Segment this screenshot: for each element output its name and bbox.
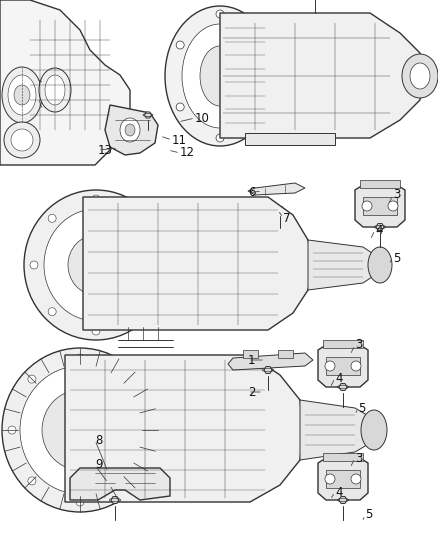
Ellipse shape: [92, 327, 100, 335]
Polygon shape: [339, 497, 347, 504]
Polygon shape: [70, 468, 170, 500]
Ellipse shape: [402, 54, 438, 98]
Ellipse shape: [351, 361, 361, 371]
Ellipse shape: [216, 10, 224, 18]
Text: 4: 4: [375, 223, 382, 237]
Polygon shape: [105, 105, 158, 155]
Polygon shape: [65, 355, 303, 502]
Ellipse shape: [144, 426, 152, 434]
Polygon shape: [276, 206, 284, 213]
Ellipse shape: [165, 6, 275, 146]
Ellipse shape: [136, 214, 144, 222]
Text: 2: 2: [248, 385, 255, 399]
Polygon shape: [339, 384, 347, 391]
Ellipse shape: [8, 75, 36, 115]
Polygon shape: [308, 240, 378, 290]
Polygon shape: [318, 345, 368, 387]
Bar: [360, 180, 400, 188]
Ellipse shape: [154, 261, 162, 269]
Ellipse shape: [4, 122, 40, 158]
Ellipse shape: [48, 214, 56, 222]
Polygon shape: [111, 497, 119, 504]
Polygon shape: [220, 13, 425, 138]
Polygon shape: [83, 197, 313, 330]
Bar: [245, 133, 335, 145]
Polygon shape: [318, 458, 368, 500]
Polygon shape: [300, 400, 372, 460]
Polygon shape: [355, 185, 405, 227]
Text: 5: 5: [365, 508, 372, 521]
Text: 8: 8: [95, 433, 102, 447]
Text: 4: 4: [335, 486, 343, 498]
Ellipse shape: [256, 41, 264, 49]
Ellipse shape: [325, 474, 335, 484]
Ellipse shape: [125, 124, 135, 136]
Bar: [323, 340, 363, 348]
Text: 7: 7: [283, 212, 290, 224]
Ellipse shape: [176, 41, 184, 49]
Ellipse shape: [361, 410, 387, 450]
Text: 10: 10: [195, 111, 210, 125]
Polygon shape: [228, 353, 313, 370]
Polygon shape: [264, 367, 272, 374]
Ellipse shape: [68, 235, 124, 295]
Polygon shape: [145, 112, 152, 118]
Ellipse shape: [362, 201, 372, 211]
Ellipse shape: [39, 68, 71, 112]
Ellipse shape: [45, 75, 65, 105]
Ellipse shape: [48, 308, 56, 316]
Bar: [326, 470, 360, 488]
Ellipse shape: [256, 103, 264, 111]
Ellipse shape: [92, 195, 100, 203]
Text: 1: 1: [248, 353, 255, 367]
Ellipse shape: [216, 134, 224, 142]
Ellipse shape: [30, 261, 38, 269]
Ellipse shape: [11, 129, 33, 151]
Ellipse shape: [124, 477, 132, 485]
Ellipse shape: [76, 498, 84, 506]
Ellipse shape: [8, 426, 16, 434]
Text: 3: 3: [355, 451, 362, 464]
Text: 6: 6: [248, 187, 255, 199]
Bar: [278, 350, 293, 358]
Ellipse shape: [44, 209, 148, 321]
Ellipse shape: [76, 354, 84, 362]
Bar: [363, 197, 397, 215]
Ellipse shape: [120, 118, 140, 142]
Polygon shape: [0, 0, 130, 165]
Bar: [323, 453, 363, 461]
Bar: [243, 350, 258, 358]
Ellipse shape: [325, 361, 335, 371]
Ellipse shape: [24, 190, 168, 340]
Polygon shape: [376, 223, 384, 230]
Text: 9: 9: [95, 458, 102, 472]
Ellipse shape: [410, 63, 430, 89]
Ellipse shape: [388, 201, 398, 211]
Ellipse shape: [28, 477, 36, 485]
Text: 5: 5: [393, 252, 400, 264]
Text: 5: 5: [358, 401, 365, 415]
Ellipse shape: [182, 24, 258, 128]
Text: 11: 11: [172, 133, 187, 147]
Text: 13: 13: [98, 143, 113, 157]
Ellipse shape: [2, 67, 42, 123]
Ellipse shape: [14, 85, 30, 105]
Polygon shape: [248, 183, 305, 195]
Text: 4: 4: [335, 372, 343, 384]
Ellipse shape: [20, 366, 140, 494]
Ellipse shape: [176, 103, 184, 111]
Ellipse shape: [368, 247, 392, 283]
Ellipse shape: [42, 390, 118, 470]
Text: 3: 3: [355, 338, 362, 351]
Ellipse shape: [200, 46, 240, 106]
Ellipse shape: [2, 348, 158, 512]
Ellipse shape: [124, 375, 132, 383]
Ellipse shape: [351, 474, 361, 484]
Text: 3: 3: [393, 189, 400, 201]
Text: 12: 12: [180, 147, 195, 159]
Ellipse shape: [28, 375, 36, 383]
Ellipse shape: [136, 308, 144, 316]
Bar: [326, 357, 360, 375]
